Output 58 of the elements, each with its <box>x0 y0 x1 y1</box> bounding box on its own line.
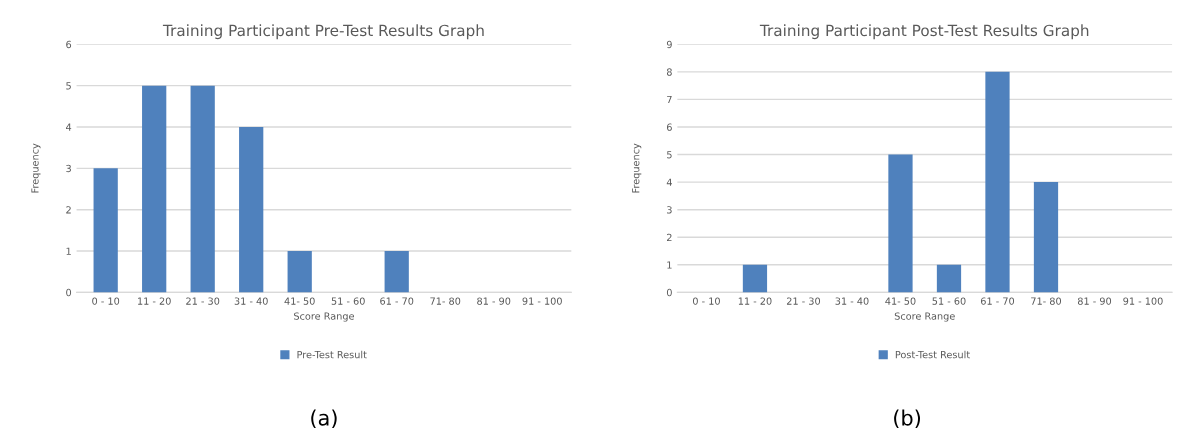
x-axis-title: Score Range <box>894 312 955 322</box>
y-tick-label: 6 <box>666 123 672 131</box>
text: (b) <box>894 409 921 429</box>
y-tick-label: 5 <box>667 151 672 159</box>
bar <box>742 264 768 293</box>
x-tick-label: 71- 80 <box>430 297 461 305</box>
y-tick-label: 6 <box>66 40 72 49</box>
bar <box>1033 182 1059 293</box>
x-tick-label: 91 - 100 <box>1123 297 1163 305</box>
y-axis-title: Frequency <box>632 143 642 193</box>
x-axis-title: Score Range <box>294 312 354 322</box>
chart-title: Training Participant Pre-Test Results Graph <box>162 24 484 40</box>
x-tick-label: 71- 80 <box>1031 297 1062 305</box>
x-tick-label: 31 - 40 <box>234 297 268 305</box>
y-axis-title: Frequency <box>31 143 41 193</box>
y-tick-label: 5 <box>66 82 71 90</box>
x-tick-label: 21 - 30 <box>786 297 821 305</box>
x-tick-label: 61 - 70 <box>380 297 414 305</box>
x-tick-label: 0 - 10 <box>692 297 720 305</box>
bar <box>287 251 312 293</box>
text: (a) <box>311 409 337 429</box>
x-tick-label: 0 - 10 <box>92 297 120 305</box>
y-tick-label: 1 <box>667 261 672 269</box>
y-tick-label: 3 <box>667 206 672 214</box>
x-tick-label: 41- 50 <box>284 297 315 305</box>
y-tick-label: 8 <box>666 68 672 76</box>
y-tick-label: 9 <box>666 40 672 49</box>
y-tick-label: 0 <box>66 288 72 297</box>
bar <box>190 85 215 293</box>
x-tick-label: 11 - 20 <box>738 297 772 305</box>
y-tick-label: 3 <box>66 164 71 173</box>
bar <box>936 264 962 293</box>
y-tick-label: 0 <box>666 288 672 297</box>
x-tick-label: 91 - 100 <box>522 297 562 305</box>
x-tick-label: 81 - 90 <box>477 297 511 305</box>
bar <box>239 126 264 293</box>
x-tick-label: 61 - 70 <box>980 297 1015 305</box>
x-tick-label: 11 - 20 <box>138 297 171 305</box>
x-tick-label: 51 - 60 <box>331 297 365 305</box>
y-tick-label: 4 <box>666 178 672 186</box>
x-tick-label: 31 - 40 <box>835 297 869 305</box>
legend-label: Post-Test Result <box>895 350 970 359</box>
y-tick-label: 7 <box>667 96 672 104</box>
y-tick-label: 2 <box>667 233 672 241</box>
x-tick-label: 51 - 60 <box>932 297 966 305</box>
bar <box>985 71 1010 293</box>
x-tick-label: 81 - 90 <box>1077 297 1112 305</box>
bar <box>888 154 913 293</box>
bar <box>93 168 118 293</box>
x-tick-label: 41- 50 <box>885 297 916 305</box>
bar <box>142 85 167 293</box>
bar <box>384 251 409 293</box>
y-tick-label: 1 <box>66 247 71 255</box>
x-tick-label: 21 - 30 <box>186 297 220 305</box>
legend-label: Pre-Test Result <box>297 350 367 359</box>
y-tick-label: 2 <box>66 206 71 214</box>
chart-title: Training Participant Post-Test Results Graph <box>759 24 1089 40</box>
y-tick-label: 4 <box>66 123 72 131</box>
